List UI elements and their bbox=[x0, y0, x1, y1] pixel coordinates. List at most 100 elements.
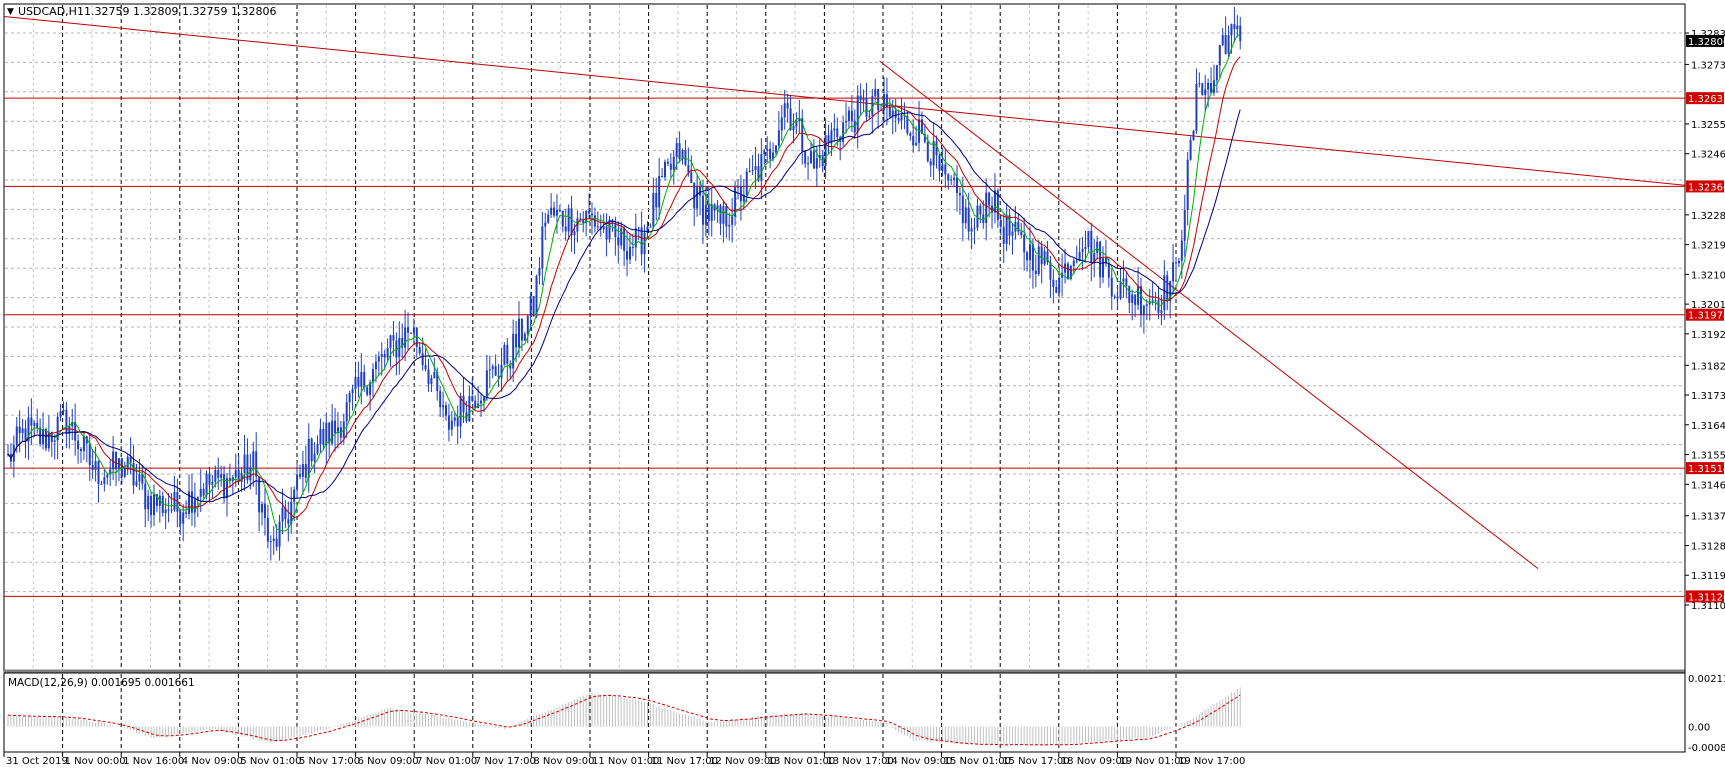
candle-body bbox=[301, 464, 304, 477]
candle-body bbox=[304, 464, 307, 478]
candle-body bbox=[906, 116, 909, 134]
candle-body bbox=[1031, 244, 1034, 271]
candle-body bbox=[480, 400, 483, 404]
candle-body bbox=[281, 507, 284, 522]
candle-body bbox=[789, 108, 792, 130]
main-plot-frame bbox=[3, 3, 1686, 672]
candle-body bbox=[1078, 252, 1081, 262]
level-price-tag bbox=[1686, 462, 1724, 475]
candle-body bbox=[334, 420, 337, 434]
candle-body bbox=[567, 208, 570, 232]
candle-body bbox=[1227, 35, 1230, 54]
trend-line-steep-descending[interactable] bbox=[879, 60, 1539, 570]
candle-body bbox=[27, 417, 30, 442]
candle-body bbox=[266, 518, 269, 542]
candle-body bbox=[518, 318, 520, 348]
candle-body bbox=[731, 216, 734, 225]
macd-tick-label: 0.002139 bbox=[1688, 674, 1725, 685]
candle-body bbox=[1180, 240, 1183, 261]
candle-body bbox=[982, 214, 985, 224]
candle-body bbox=[71, 422, 74, 427]
candle-body bbox=[1040, 246, 1043, 265]
price-tick-label: 1.31735 bbox=[1691, 391, 1725, 402]
candle-body bbox=[372, 369, 374, 383]
candle-body bbox=[129, 456, 132, 463]
candle-body bbox=[287, 519, 290, 524]
candle-body bbox=[979, 205, 982, 215]
candle-body bbox=[1096, 241, 1099, 253]
candle-body bbox=[211, 481, 214, 485]
level-price-label: 1.31978 bbox=[1688, 311, 1725, 322]
candle-body bbox=[1026, 252, 1029, 261]
candle-body bbox=[798, 117, 801, 122]
candle-body bbox=[1221, 35, 1224, 46]
candle-body bbox=[208, 473, 211, 485]
candle-body bbox=[763, 150, 766, 155]
candle-body bbox=[588, 210, 591, 214]
candle-body bbox=[190, 491, 193, 513]
candle-body bbox=[427, 369, 430, 385]
candle-body bbox=[687, 164, 690, 173]
candle-body bbox=[421, 353, 424, 366]
candle-body bbox=[757, 166, 760, 181]
candle-body bbox=[415, 327, 418, 347]
candle-body bbox=[389, 335, 392, 349]
candle-body bbox=[482, 397, 485, 401]
candle-body bbox=[1049, 262, 1052, 280]
candle-body bbox=[296, 474, 299, 490]
candle-body bbox=[179, 511, 182, 524]
candle-body bbox=[1055, 287, 1058, 293]
candle-body bbox=[360, 372, 363, 387]
candle-body bbox=[252, 451, 255, 468]
candle-body bbox=[91, 465, 94, 471]
candle-body bbox=[734, 187, 737, 217]
candle-body bbox=[1119, 281, 1122, 299]
candle-body bbox=[68, 426, 71, 434]
candle-body bbox=[1069, 265, 1072, 279]
candle-body bbox=[991, 205, 994, 213]
time-tick-label: 13 Nov 01:00 bbox=[768, 756, 835, 764]
candle-body bbox=[503, 344, 506, 365]
candle-body bbox=[412, 327, 415, 334]
candle-body bbox=[891, 110, 894, 117]
candle-body bbox=[42, 428, 45, 444]
candle-body bbox=[485, 370, 488, 398]
candle-body bbox=[652, 192, 655, 227]
trend-lines[interactable] bbox=[3, 15, 1696, 570]
candle-body bbox=[830, 130, 833, 144]
candle-body bbox=[812, 151, 815, 169]
candle-body bbox=[561, 210, 564, 227]
candle-body bbox=[409, 332, 412, 334]
candle-body bbox=[620, 228, 623, 246]
candle-body bbox=[535, 275, 538, 317]
candle-body bbox=[386, 348, 389, 358]
candle-body bbox=[865, 98, 868, 117]
candle-body bbox=[1204, 89, 1207, 95]
macd-tick-label: -0.000896 bbox=[1688, 743, 1725, 754]
candle-body bbox=[1125, 278, 1128, 286]
candle-body bbox=[591, 213, 593, 216]
candle-body bbox=[780, 117, 783, 131]
candle-body bbox=[150, 495, 153, 516]
candle-body bbox=[967, 207, 970, 232]
candle-body bbox=[529, 295, 532, 317]
candle-body bbox=[1043, 251, 1046, 265]
time-tick-label: 14 Nov 09:00 bbox=[885, 756, 952, 764]
candle-body bbox=[228, 478, 231, 482]
candle-body bbox=[284, 507, 287, 520]
horizontal-levels[interactable] bbox=[4, 97, 1685, 597]
candle-body bbox=[497, 375, 500, 378]
trend-line-descending-resistance[interactable] bbox=[3, 15, 1696, 187]
candle-body bbox=[1020, 231, 1023, 235]
candle-body bbox=[392, 335, 395, 341]
chart-menu-arrow[interactable]: ▼ bbox=[7, 7, 14, 17]
price-tick-label: 1.31555 bbox=[1691, 451, 1725, 462]
candle-body bbox=[77, 440, 80, 450]
candle-body bbox=[474, 400, 477, 409]
candle-body bbox=[275, 538, 278, 547]
candle-body bbox=[447, 415, 450, 430]
candle-body bbox=[704, 204, 707, 225]
candle-body bbox=[24, 428, 27, 442]
